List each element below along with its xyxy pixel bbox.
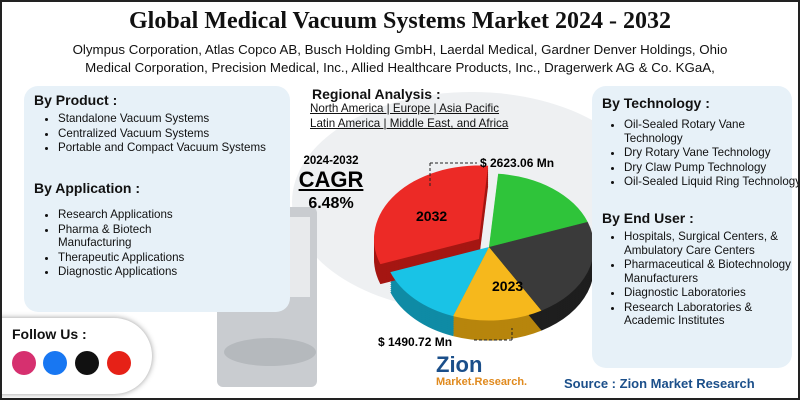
list: Hospitals, Surgical Centers, & Ambulator… bbox=[608, 230, 794, 329]
item: Pharma & Biotech Manufacturing bbox=[58, 223, 208, 250]
logo: Zion bbox=[436, 352, 483, 377]
logo-sub: Market.Research. bbox=[436, 376, 528, 388]
pie-slice bbox=[489, 221, 594, 311]
companies: Olympus Corporation, Atlas Copco AB, Bus… bbox=[72, 42, 728, 57]
region-line: North America | Europe | Asia Pacific bbox=[310, 102, 500, 115]
companies: Medical Corporation, Precision Medical, … bbox=[85, 60, 715, 75]
x-icon[interactable] bbox=[75, 351, 99, 375]
pie-slice bbox=[390, 247, 489, 317]
item: Standalone Vacuum Systems bbox=[58, 112, 278, 126]
item: Dry Rotary Vane Technology bbox=[624, 146, 798, 160]
pie bbox=[374, 165, 594, 341]
item: Portable and Compact Vacuum Systems bbox=[58, 141, 278, 155]
cagr-period: 2024-2032 bbox=[303, 155, 359, 167]
slice-label: 2023 bbox=[492, 278, 524, 294]
pie-slice bbox=[453, 247, 542, 321]
list: Oil-Sealed Rotary Vane Technology Dry Ro… bbox=[608, 118, 798, 190]
item: Centralized Vacuum Systems bbox=[58, 127, 278, 141]
machine-tank bbox=[224, 338, 316, 366]
item: Research Applications bbox=[58, 208, 208, 222]
heading: Regional Analysis : bbox=[312, 86, 441, 102]
region-line: Latin America | Middle East, and Africa bbox=[310, 117, 509, 130]
item: Diagnostic Applications bbox=[58, 265, 208, 279]
cagr-value: 6.48% bbox=[308, 195, 354, 212]
item: Dry Claw Pump Technology bbox=[624, 161, 798, 175]
social-icons bbox=[12, 351, 131, 375]
slice-label: 2032 bbox=[416, 208, 448, 224]
heading: By End User : bbox=[602, 210, 694, 226]
list: Standalone Vacuum Systems Centralized Va… bbox=[42, 112, 278, 156]
pie-slice bbox=[374, 165, 489, 265]
youtube-icon[interactable] bbox=[107, 351, 131, 375]
item: Oil-Sealed Liquid Ring Technology bbox=[624, 175, 798, 189]
instagram-icon[interactable] bbox=[12, 351, 36, 375]
facebook-icon[interactable] bbox=[43, 351, 67, 375]
value-label: $ 1490.72 Mn bbox=[378, 335, 453, 349]
cagr-label: CAGR bbox=[298, 167, 364, 192]
source: Source : Zion Market Research bbox=[564, 376, 755, 391]
item: Diagnostic Laboratories bbox=[624, 286, 794, 300]
item: Therapeutic Applications bbox=[58, 251, 208, 265]
title: Global Medical Vacuum Systems Market 202… bbox=[129, 8, 671, 34]
follow-label: Follow Us : bbox=[12, 326, 87, 342]
list: Research Applications Pharma & Biotech M… bbox=[42, 208, 208, 280]
pie-slice bbox=[489, 173, 588, 247]
item: Pharmaceutical & Biotechnology Manufactu… bbox=[624, 258, 794, 285]
item: Hospitals, Surgical Centers, & Ambulator… bbox=[624, 230, 794, 257]
heading: By Technology : bbox=[602, 95, 710, 111]
right-panel bbox=[592, 86, 792, 368]
value-label: $ 2623.06 Mn bbox=[480, 156, 555, 170]
item: Oil-Sealed Rotary Vane Technology bbox=[624, 118, 798, 145]
item: Research Laboratories & Academic Institu… bbox=[624, 301, 794, 328]
heading: By Product : bbox=[34, 92, 118, 108]
left-panel bbox=[24, 86, 290, 312]
heading: By Application : bbox=[34, 180, 141, 196]
